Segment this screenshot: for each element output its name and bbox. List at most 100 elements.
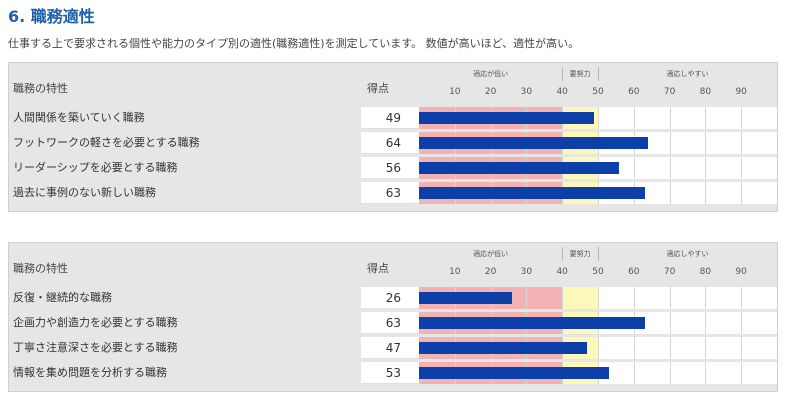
gridline	[669, 362, 671, 384]
gridline	[705, 337, 707, 359]
column-header-trait: 職務の特性	[13, 82, 68, 95]
tick-label: 50	[592, 87, 604, 97]
tick-label: 60	[628, 87, 640, 97]
zone-label: 適応が低い	[473, 70, 509, 78]
score-bar	[419, 317, 645, 329]
table-row: リーダーシップを必要とする職務 56	[9, 157, 777, 179]
gridline	[633, 107, 635, 129]
tick-label: 80	[699, 87, 712, 97]
tick-label: 40	[556, 267, 568, 277]
zone-label: 適応しやすい	[666, 70, 709, 78]
score-bar	[419, 367, 609, 379]
trait-label: 丁寧さ注意深さを必要とする職務	[9, 337, 361, 359]
trait-label: 人間関係を築いていく職務	[9, 107, 361, 129]
gridline	[741, 337, 743, 359]
score-value: 47	[361, 337, 419, 359]
table-row: 人間関係を築いていく職務 49	[9, 107, 777, 129]
table-header: 職務の特性 得点 適応が低い 要努力 適応しやすい 10 20 30 40 50 60 70 80 90	[9, 243, 777, 283]
gridline	[669, 157, 671, 179]
gridline	[741, 107, 743, 129]
gridline	[705, 312, 707, 334]
zone-label: 要努力	[569, 70, 591, 78]
score-bar-track	[419, 312, 777, 334]
effort-zone	[562, 287, 598, 309]
tick-label: 30	[520, 267, 533, 277]
table-row: 情報を集め問題を分析する職務 53	[9, 362, 777, 384]
tick-label: 30	[520, 87, 533, 97]
score-value: 56	[361, 157, 419, 179]
trait-label: 過去に事例のない新しい職務	[9, 182, 361, 204]
gridline	[741, 157, 743, 179]
zone-label: 適応が低い	[473, 250, 509, 258]
aptitude-table-2: 職務の特性 得点 適応が低い 要努力 適応しやすい 10 20 30 40 50 60 70 80 90 反…	[8, 242, 778, 392]
tick-label: 20	[484, 267, 497, 277]
gridline	[705, 132, 707, 154]
gridline	[741, 132, 743, 154]
score-value: 49	[361, 107, 419, 129]
zone-separator	[562, 247, 564, 261]
score-bar-track	[419, 337, 777, 359]
score-value: 63	[361, 312, 419, 334]
table-row: フットワークの軽さを必要とする職務 64	[9, 132, 777, 154]
gridline	[705, 362, 707, 384]
trait-label: 反復・継続的な職務	[9, 287, 361, 309]
zone-label: 適応しやすい	[666, 250, 709, 258]
section-title: 6. 職務適性	[8, 7, 95, 26]
trait-label: リーダーシップを必要とする職務	[9, 157, 361, 179]
gridline	[741, 362, 743, 384]
score-value: 63	[361, 182, 419, 204]
tick-label: 40	[556, 87, 568, 97]
gridline	[598, 287, 599, 309]
tick-label: 10	[449, 267, 461, 277]
gridline	[705, 182, 707, 204]
tick-label: 70	[663, 87, 676, 97]
gridline	[705, 287, 707, 309]
scale-header: 適応が低い 要努力 適応しやすい 10 20 30 40 50 60 70 80 90	[419, 63, 777, 103]
zone-separator	[562, 67, 564, 81]
score-value: 64	[361, 132, 419, 154]
tick-label: 90	[735, 267, 747, 277]
score-bar	[419, 112, 595, 124]
gridline	[741, 182, 743, 204]
tick-label: 10	[449, 87, 461, 97]
gridline	[633, 157, 635, 179]
gridline	[669, 107, 671, 129]
gridline	[669, 182, 671, 204]
score-bar	[419, 137, 649, 149]
gridline	[598, 337, 599, 359]
gridline	[705, 107, 707, 129]
gridline	[526, 287, 528, 309]
table-row: 過去に事例のない新しい職務 63	[9, 182, 777, 204]
score-bar-track	[419, 132, 777, 154]
trait-label: フットワークの軽さを必要とする職務	[9, 132, 361, 154]
table-header: 職務の特性 得点 適応が低い 要努力 適応しやすい 10 20 30 40 50 60 70 80 90	[9, 63, 777, 103]
tick-label: 80	[699, 267, 712, 277]
aptitude-table-1: 職務の特性 得点 適応が低い 要努力 適応しやすい 10 20 30 40 50 60 70 80 90 人…	[8, 62, 778, 212]
gridline	[669, 132, 671, 154]
score-value: 53	[361, 362, 419, 384]
zone-separator	[598, 67, 599, 81]
score-bar	[419, 292, 513, 304]
gridline	[633, 362, 635, 384]
score-bar-track	[419, 157, 777, 179]
score-bar	[419, 342, 588, 354]
column-header-trait: 職務の特性	[13, 262, 68, 275]
tick-label: 90	[735, 87, 747, 97]
tick-label: 60	[628, 267, 640, 277]
score-bar-track	[419, 182, 777, 204]
gridline	[562, 287, 564, 309]
tick-label: 50	[592, 267, 604, 277]
column-header-score: 得点	[367, 82, 389, 95]
gridline	[741, 312, 743, 334]
table-row: 企画力や創造力を必要とする職務 63	[9, 312, 777, 334]
zone-separator	[598, 247, 599, 261]
score-bar	[419, 187, 645, 199]
zone-label: 要努力	[569, 250, 591, 258]
score-bar-track	[419, 287, 777, 309]
table-row: 丁寧さ注意深さを必要とする職務 47	[9, 337, 777, 359]
score-value: 26	[361, 287, 419, 309]
section-description: 仕事する上で要求される個性や能力のタイプ別の適性(職務適性)を測定しています。 …	[8, 37, 580, 50]
scale-header: 適応が低い 要努力 適応しやすい 10 20 30 40 50 60 70 80 90	[419, 243, 777, 283]
score-bar	[419, 162, 620, 174]
gridline	[633, 337, 635, 359]
